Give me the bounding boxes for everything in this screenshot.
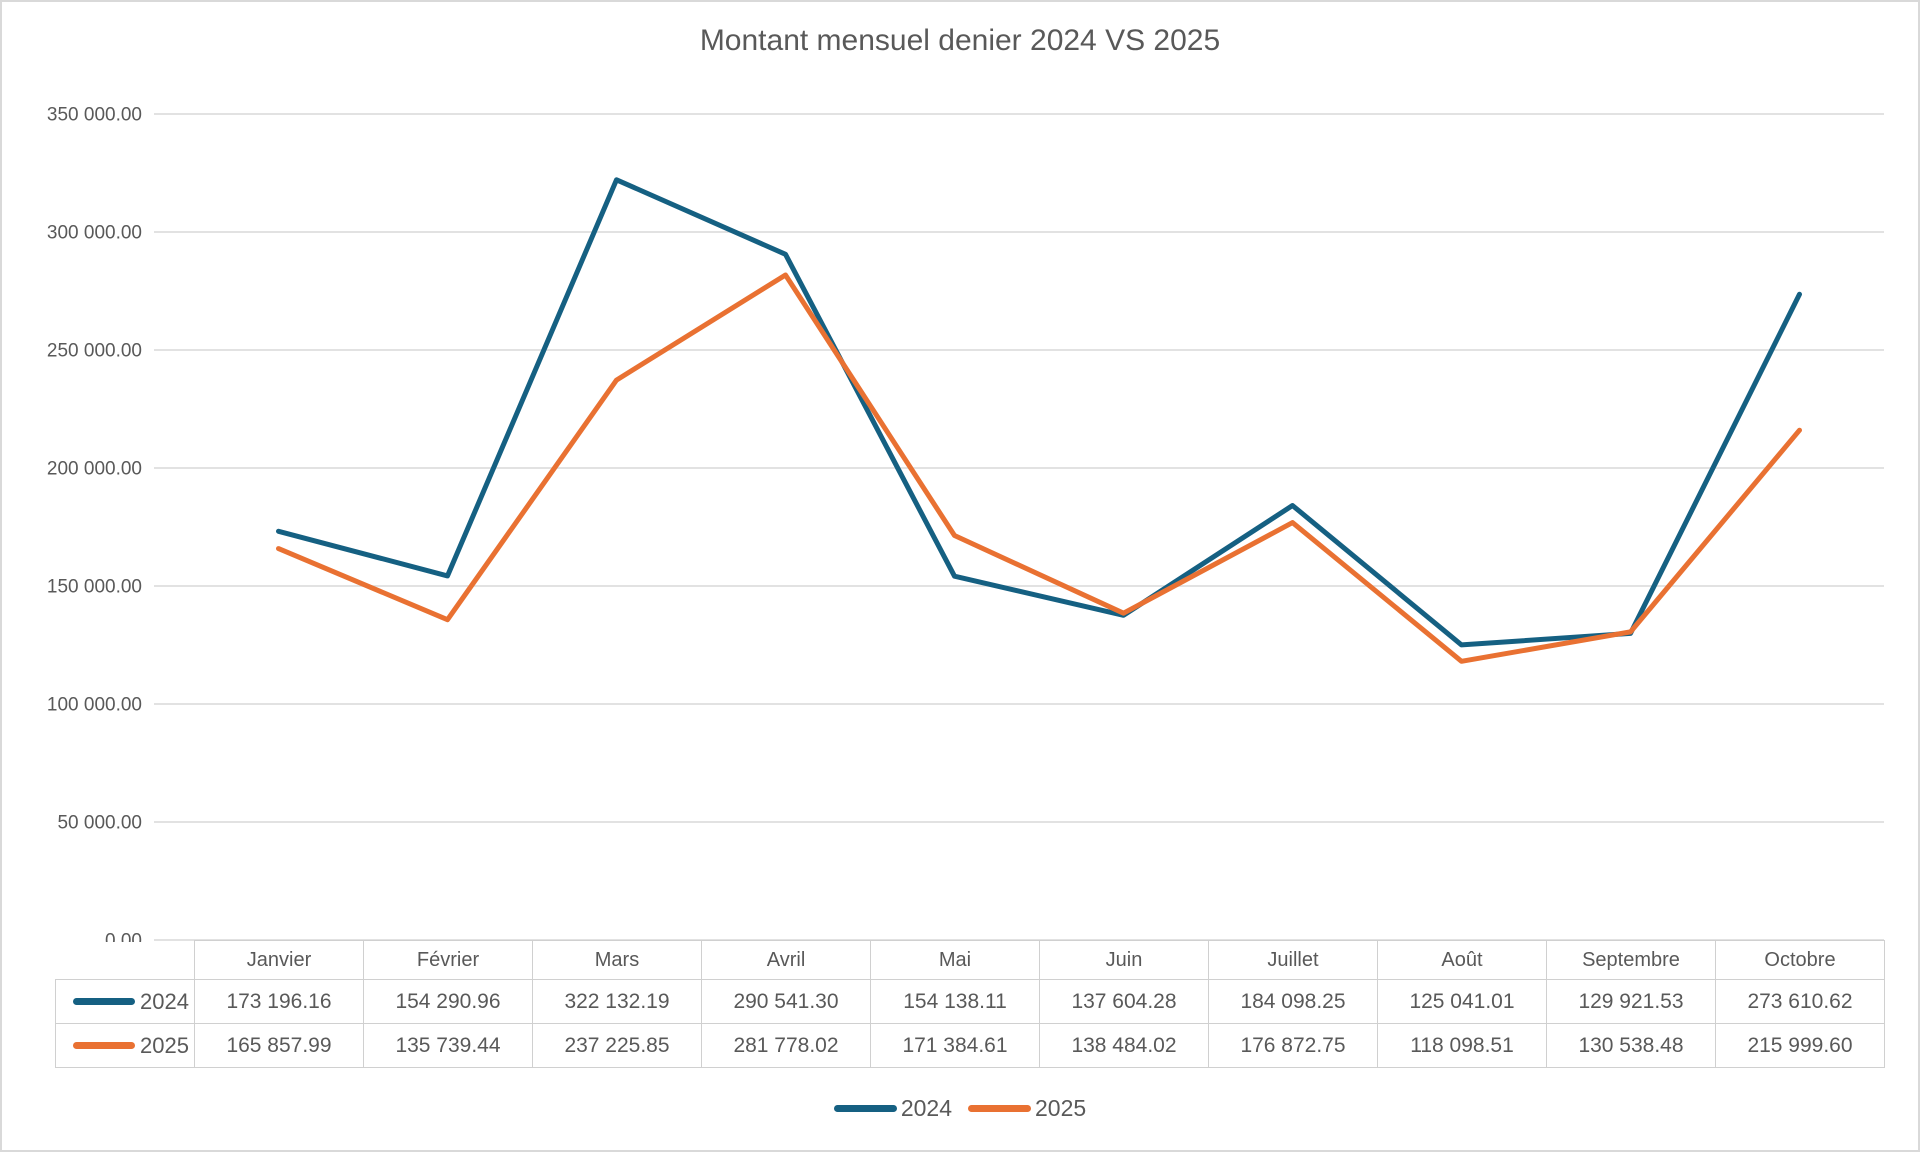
legend-item-2024[interactable]: 2024 [833, 1094, 952, 1122]
line-chart: 0.00 50 000.00 100 000.00 150 000.00 200 000… [47, 105, 1884, 943]
month-header-cell: Mai [870, 940, 1040, 980]
value-cell: 273 610.62 [1715, 979, 1885, 1024]
legend-label: 2024 [900, 1094, 952, 1121]
y-axis-tick-label: 150 000.00 [47, 577, 142, 598]
value-cell: 237 225.85 [532, 1023, 702, 1068]
value-cell: 130 538.48 [1546, 1023, 1716, 1068]
value-cell: 171 384.61 [870, 1023, 1040, 1068]
series-label-cell: 2025 [55, 1023, 195, 1068]
value-cell: 135 739.44 [363, 1023, 533, 1068]
y-axis-tick-label: 0.00 [105, 931, 142, 943]
y-axis-tick-label: 300 000.00 [47, 223, 142, 244]
value-cell: 290 541.30 [701, 979, 871, 1024]
month-header-cell: Janvier [194, 940, 364, 980]
value-cell: 129 921.53 [1546, 979, 1716, 1024]
series-row-2024: 2024 173 196.16 154 290.96 322 132.19 290 54… [55, 979, 1885, 1024]
value-cell: 184 098.25 [1208, 979, 1378, 1024]
month-header-cell: Juin [1039, 940, 1209, 980]
value-cell: 322 132.19 [532, 979, 702, 1024]
legend-key-swatch-2024 [73, 998, 136, 1006]
series-line-2025[interactable] [276, 272, 1802, 664]
value-cell: 138 484.02 [1039, 1023, 1209, 1068]
series-line-2024[interactable] [276, 177, 1802, 648]
value-cell: 125 041.01 [1377, 979, 1547, 1024]
chart-title: Montant mensuel denier 2024 VS 2025 [699, 24, 1221, 57]
month-header-cell: Septembre [1546, 940, 1716, 980]
data-table: Janvier Février Mars Avril Mai Juin Juillet Aoû… [55, 940, 1885, 1068]
month-header-cell: Avril [701, 940, 871, 980]
value-cell: 154 138.11 [870, 979, 1040, 1024]
month-header-cell: Février [363, 940, 533, 980]
value-cell: 281 778.02 [701, 1023, 871, 1068]
value-cell: 173 196.16 [194, 979, 364, 1024]
legend-key-swatch-2025 [73, 1042, 136, 1050]
legend-swatch-2025 [968, 1104, 1031, 1112]
y-axis-tick-label: 250 000.00 [47, 341, 142, 362]
value-cell: 118 098.51 [1377, 1023, 1547, 1068]
value-cell: 176 872.75 [1208, 1023, 1378, 1068]
legend-swatch-2024 [833, 1104, 897, 1112]
series-name-label: 2024 [140, 988, 189, 1014]
value-cell: 154 290.96 [363, 979, 533, 1024]
month-header-cell: Mars [532, 940, 702, 980]
value-cell: 215 999.60 [1715, 1023, 1885, 1068]
series-name-label: 2025 [140, 1032, 189, 1058]
month-header-cell: Juillet [1208, 940, 1378, 980]
table-corner-cell [56, 941, 195, 980]
y-axis-tick-label: 200 000.00 [47, 459, 142, 480]
value-cell: 137 604.28 [1039, 979, 1209, 1024]
y-axis-tick-label: 350 000.00 [47, 105, 142, 126]
month-header-cell: Octobre [1715, 940, 1885, 980]
series-row-2025: 2025 165 857.99 135 739.44 237 225.85 281 77… [55, 1023, 1885, 1068]
value-cell: 165 857.99 [194, 1023, 364, 1068]
chart-legend: 2024 2025 [2, 1090, 1918, 1126]
month-header-cell: Août [1377, 940, 1547, 980]
y-axis-tick-label: 50 000.00 [57, 813, 142, 834]
legend-item-2025[interactable]: 2025 [968, 1095, 1086, 1122]
y-axis-tick-label: 100 000.00 [47, 695, 142, 716]
series-label-cell: 2024 [55, 979, 195, 1024]
legend-label: 2025 [1035, 1094, 1087, 1121]
